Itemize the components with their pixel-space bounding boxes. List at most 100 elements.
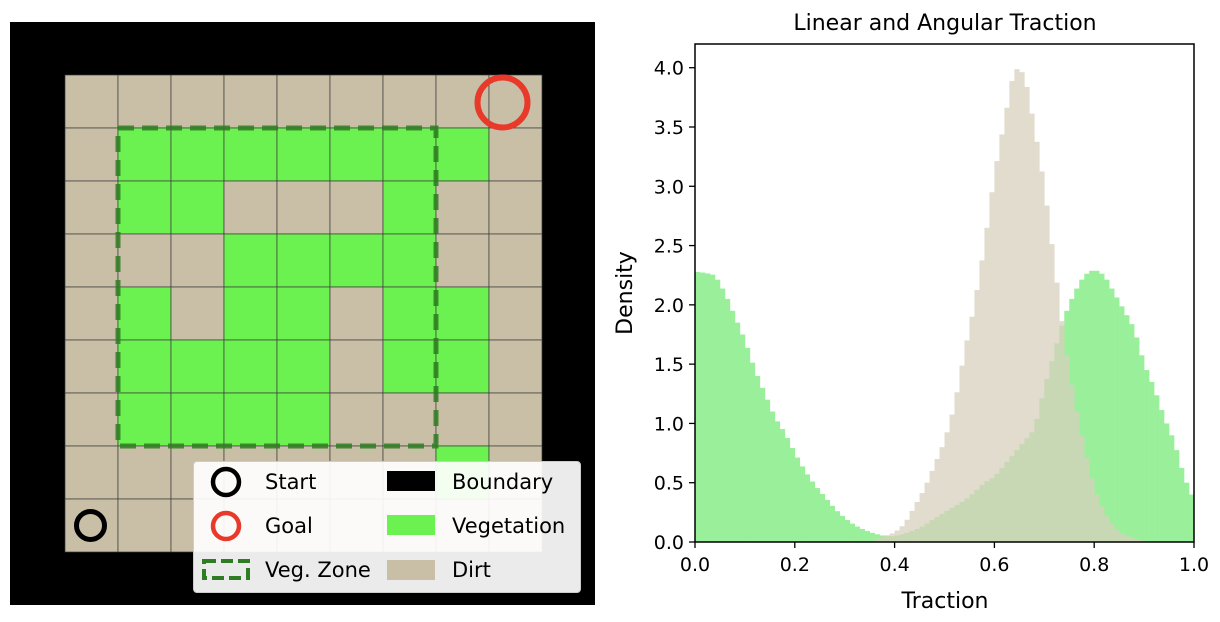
- histogram-bar: [864, 531, 870, 542]
- histogram-bar: [779, 429, 786, 542]
- histogram-bar: [1144, 370, 1150, 542]
- dirt-cell: [170, 286, 225, 341]
- histogram-bar: [1129, 537, 1135, 542]
- legend-goal-icon: [210, 510, 242, 542]
- y-tick-label: 2.0: [654, 295, 684, 317]
- vegetation-cell: [329, 127, 384, 182]
- legend-label-start: Start: [265, 470, 316, 494]
- histogram-bar: [749, 362, 756, 542]
- histogram-bar: [744, 347, 751, 542]
- vegetation-cell: [117, 286, 172, 341]
- legend-label-dirt: Dirt: [452, 558, 491, 582]
- dirt-cell: [435, 180, 490, 235]
- veg-zone-outline: [115, 125, 439, 449]
- histogram-bar: [1089, 478, 1095, 542]
- histogram-bar: [994, 161, 1000, 542]
- histogram-bar: [1134, 337, 1140, 542]
- vegetation-cell: [329, 233, 384, 288]
- histogram-bar: [849, 523, 855, 542]
- histogram-bar: [794, 457, 801, 542]
- histogram-bar: [729, 310, 736, 542]
- x-axis-ticks: 0.0 0.2 0.4 0.6 0.8 1.0: [680, 542, 1209, 576]
- dirt-cell: [329, 180, 384, 235]
- histogram-bar: [1014, 69, 1020, 543]
- vegetation-cell: [117, 127, 172, 182]
- histogram-bar: [829, 505, 836, 542]
- y-tick-label: 4.0: [654, 58, 684, 80]
- y-axis-ticks: 0.0 0.5 1.0 1.5 2.0 2.5 3.0 3.5 4.0: [654, 58, 695, 554]
- vegetation-cell: [117, 339, 172, 394]
- histogram-bar: [1059, 321, 1065, 542]
- histogram-bar: [1189, 494, 1195, 542]
- vegetation-cell: [382, 180, 437, 235]
- histogram-bar: [704, 273, 711, 542]
- histogram-bar: [1104, 516, 1110, 542]
- histogram-bar: [1109, 288, 1115, 542]
- legend-label-veg-zone: Veg. Zone: [265, 558, 371, 582]
- histogram-bar: [1049, 244, 1055, 542]
- histogram-bar: [884, 535, 890, 542]
- vegetation-cell: [117, 392, 172, 447]
- legend-label-vegetation: Vegetation: [452, 514, 565, 538]
- vegetation-cell: [276, 286, 331, 341]
- series-dirt: [874, 69, 1145, 543]
- vegetation-cell: [435, 286, 490, 341]
- dirt-cell: [64, 180, 119, 235]
- dirt-cell: [488, 127, 543, 182]
- vegetation-cell: [276, 127, 331, 182]
- histogram-bar: [695, 271, 701, 542]
- histogram-bar: [929, 470, 935, 542]
- vegetation-cell: [382, 339, 437, 394]
- histogram-bar: [879, 536, 885, 542]
- histogram-bar: [1079, 279, 1085, 542]
- histogram-bar: [934, 459, 940, 542]
- dirt-cell: [488, 339, 543, 394]
- dirt-cell: [488, 286, 543, 341]
- goal-marker: [474, 74, 531, 131]
- chart-title: Linear and Angular Traction: [793, 11, 1096, 36]
- dirt-cell: [435, 392, 490, 447]
- vegetation-cell: [117, 180, 172, 235]
- histogram-bar: [899, 526, 905, 542]
- vegetation-cell: [223, 286, 278, 341]
- histogram-bar: [1009, 81, 1015, 542]
- histogram-bar: [1104, 279, 1110, 542]
- dirt-cell: [382, 74, 437, 129]
- x-tick-label: 0.4: [879, 554, 909, 576]
- map-cells: [64, 74, 543, 553]
- dirt-cell: [64, 286, 119, 341]
- x-tick-label: 1.0: [1179, 554, 1209, 576]
- vegetation-cell: [382, 127, 437, 182]
- x-tick-label: 0.8: [1079, 554, 1109, 576]
- histogram-bar: [1044, 205, 1050, 542]
- histogram-bar: [819, 493, 826, 542]
- histogram-bar: [1134, 539, 1140, 542]
- histogram-bar: [909, 510, 915, 542]
- dirt-cell: [329, 339, 384, 394]
- vegetation-cell: [276, 233, 331, 288]
- histogram-bar: [999, 134, 1005, 543]
- histogram-bar: [904, 519, 910, 542]
- histogram-bar: [1039, 171, 1045, 542]
- traction-histogram: Linear and Angular Traction 0.0 0.2 0.4 0.6…: [613, 11, 1209, 614]
- dirt-cell: [117, 233, 172, 288]
- vegetation-cell: [170, 127, 225, 182]
- legend-vegetation-icon: [387, 515, 435, 535]
- histogram-bar: [804, 474, 811, 542]
- histogram-bar: [1114, 529, 1120, 542]
- histogram-bar: [1019, 72, 1025, 543]
- legend-boundary-icon: [387, 471, 435, 491]
- histogram-bar: [1084, 273, 1090, 542]
- legend-contents: Start Boundary Goal Vegetation Veg. Zone…: [202, 466, 565, 582]
- histogram-bar: [734, 322, 741, 542]
- histogram-bar: [869, 532, 875, 542]
- histogram-bar: [1159, 410, 1165, 542]
- dirt-cell: [276, 74, 331, 129]
- dirt-cell: [64, 392, 119, 447]
- legend-label-boundary: Boundary: [452, 470, 553, 494]
- histogram-bar: [809, 481, 816, 542]
- vegetation-cell: [223, 392, 278, 447]
- vegetation-cell: [170, 339, 225, 394]
- histogram-bar: [894, 530, 900, 542]
- histogram-bar: [1074, 411, 1080, 542]
